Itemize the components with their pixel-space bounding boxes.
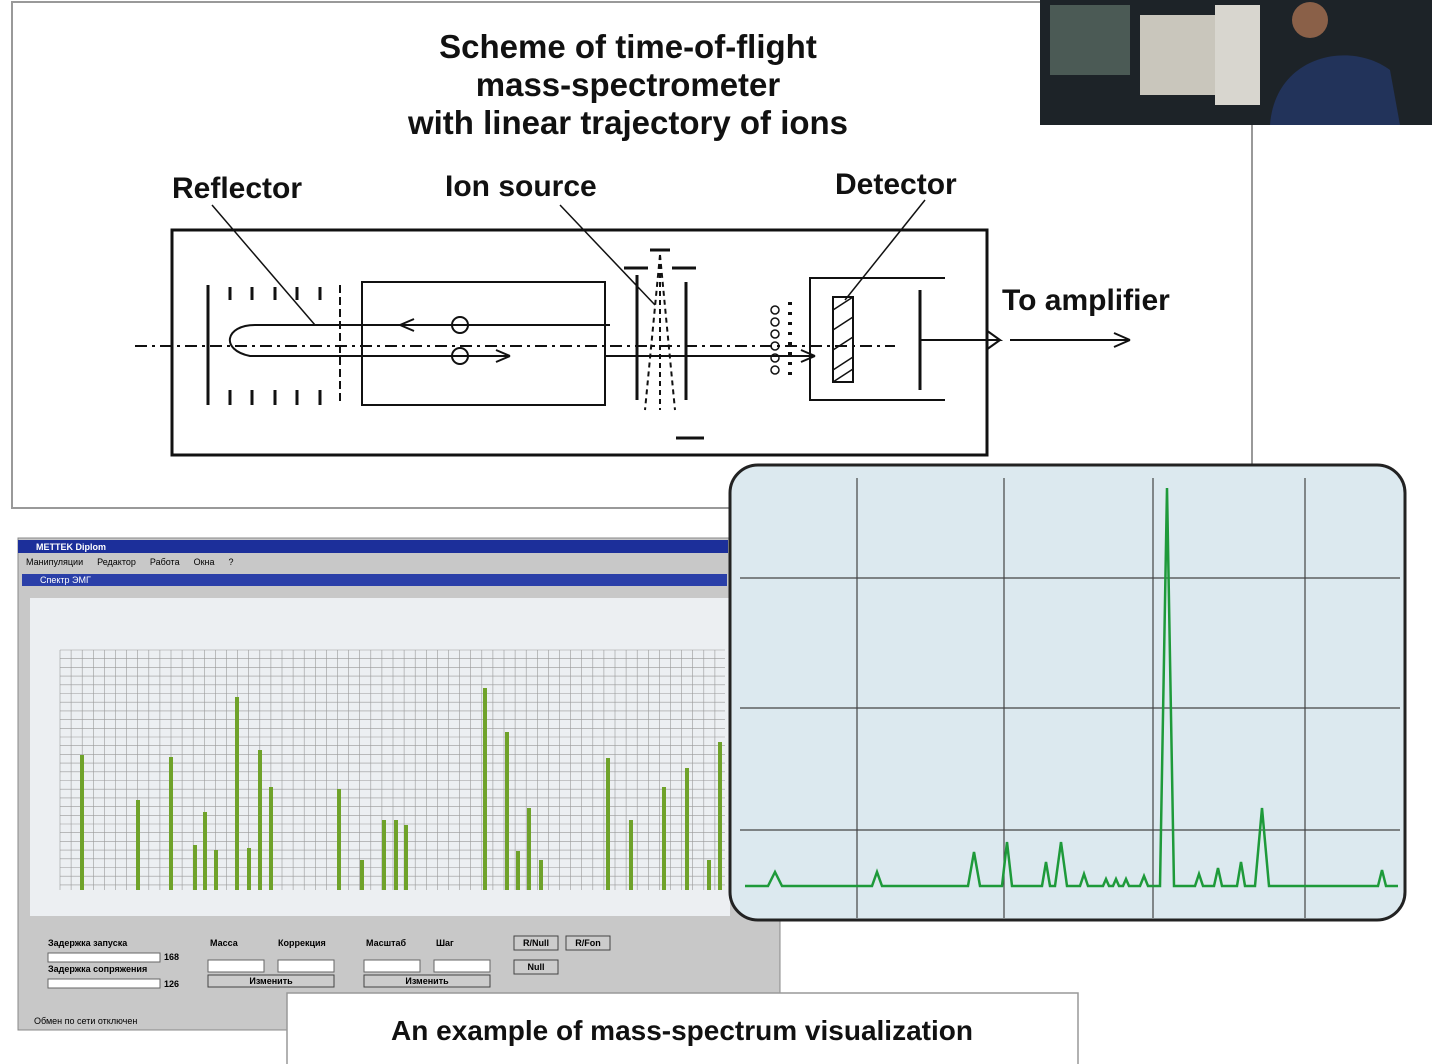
label-reflector: Reflector <box>172 172 302 205</box>
bar <box>258 750 262 890</box>
control-label: Задержка сопряжения <box>48 964 147 974</box>
menu-item: Окна <box>194 557 215 567</box>
bar <box>483 688 487 890</box>
control-label: Масса <box>210 938 239 948</box>
menu-item: Редактор <box>97 557 136 567</box>
button-label: Изменить <box>249 976 293 986</box>
software-window: METTEK Diplom Манипуляции Редактор Работа О… <box>17 537 781 1031</box>
bar <box>404 825 408 890</box>
controls: Задержка запуска 168 Задержка сопряжения… <box>34 935 611 1026</box>
apparatus <box>135 199 1131 457</box>
menu-item: Манипуляции <box>26 557 83 567</box>
bar <box>235 697 239 890</box>
bar <box>136 800 140 890</box>
caption: An example of mass-spectrum visualizatio… <box>391 1015 973 1046</box>
button-label: R/Null <box>523 938 549 948</box>
control-value: 168 <box>164 952 179 962</box>
label-ion-source: Ion source <box>445 170 597 203</box>
menu-item: Работа <box>150 557 180 567</box>
bar <box>193 845 197 890</box>
bar <box>169 757 173 890</box>
control-label: Коррекция <box>278 938 326 948</box>
button-label: Null <box>528 962 545 972</box>
bar <box>629 820 633 890</box>
title-line: Scheme of time-of-flight <box>439 28 817 65</box>
button-label: Изменить <box>405 976 449 986</box>
bar <box>606 758 610 890</box>
button[interactable] <box>513 959 559 975</box>
control-label: Задержка запуска <box>48 938 128 948</box>
bar <box>394 820 398 890</box>
title-line: mass-spectrometer <box>476 66 781 103</box>
label-output: To amplifier <box>1002 284 1170 317</box>
spectrum-panel <box>728 463 1407 922</box>
bar <box>505 732 509 890</box>
bar <box>203 812 207 890</box>
control-label: Шаг <box>436 938 454 948</box>
bar <box>337 789 341 890</box>
photo <box>1040 0 1432 125</box>
bar <box>718 742 722 890</box>
menu-item: ? <box>229 557 234 567</box>
control-label: Масштаб <box>366 938 407 948</box>
bar <box>214 850 218 890</box>
bar <box>360 860 364 890</box>
bar <box>269 787 273 890</box>
bar <box>707 860 711 890</box>
bar <box>662 787 666 890</box>
button[interactable] <box>565 935 611 951</box>
label-detector: Detector <box>835 168 957 201</box>
bar <box>247 848 251 890</box>
bar <box>685 768 689 890</box>
control-value: 126 <box>164 979 179 989</box>
button[interactable] <box>207 974 335 988</box>
button[interactable] <box>513 935 559 951</box>
bar <box>80 755 84 890</box>
bar <box>516 851 520 890</box>
bar <box>527 808 531 890</box>
panel-title: Спектр ЭМГ <box>40 575 91 585</box>
bar <box>382 820 386 890</box>
bar <box>539 860 543 890</box>
title-line: with linear trajectory of ions <box>407 104 848 141</box>
button[interactable] <box>363 974 491 988</box>
button-label: R/Fon <box>575 938 601 948</box>
caption-box <box>286 992 1079 1064</box>
window-title: METTEK Diplom <box>36 542 106 552</box>
status-bar: Обмен по сети отключен <box>34 1016 137 1026</box>
